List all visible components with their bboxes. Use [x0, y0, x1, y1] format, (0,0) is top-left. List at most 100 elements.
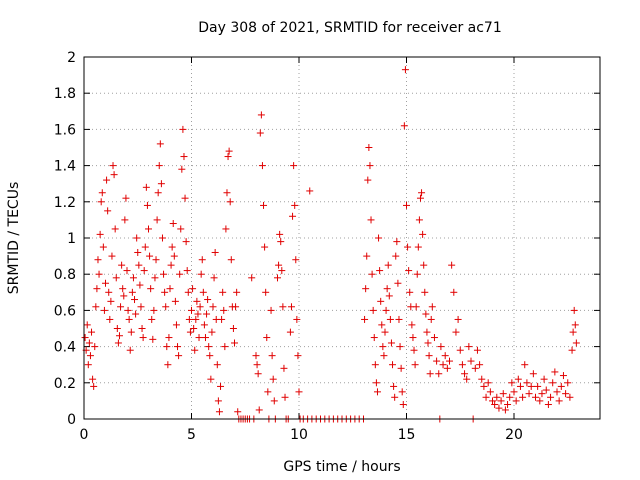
data-point — [117, 303, 125, 311]
data-point — [105, 288, 113, 296]
data-point — [160, 270, 168, 278]
data-point — [109, 162, 117, 170]
data-point — [257, 111, 265, 119]
data-point — [367, 216, 375, 224]
data-point — [135, 261, 143, 269]
data-point — [497, 397, 505, 405]
data-point — [171, 297, 179, 305]
data-point — [188, 306, 195, 314]
data-point — [168, 243, 176, 251]
data-point — [365, 144, 373, 151]
data-point — [381, 328, 389, 336]
y-tick-label: 1.8 — [54, 86, 76, 102]
data-point — [275, 261, 283, 269]
data-point — [409, 334, 417, 342]
data-point — [371, 361, 379, 369]
data-point — [233, 288, 241, 296]
data-point — [414, 243, 422, 251]
data-point — [185, 315, 193, 323]
data-point — [121, 216, 129, 224]
data-point — [179, 125, 187, 133]
data-point — [568, 346, 576, 354]
data-point — [362, 285, 370, 293]
data-point — [119, 285, 127, 293]
data-point — [136, 281, 144, 289]
data-point — [292, 256, 300, 264]
data-point — [96, 230, 104, 238]
data-point — [177, 225, 185, 233]
data-point — [439, 361, 447, 369]
data-point — [149, 335, 157, 343]
data-point — [161, 288, 169, 296]
data-point — [557, 382, 565, 390]
data-point — [456, 346, 464, 354]
data-point — [197, 270, 205, 278]
data-point — [506, 393, 514, 401]
data-point — [443, 364, 451, 372]
data-point — [377, 297, 385, 305]
data-point — [395, 315, 403, 323]
axis-ticks: 00.20.40.60.811.21.41.61.820 5 10 15 20 — [54, 50, 600, 443]
data-point — [547, 393, 555, 401]
data-point — [562, 390, 570, 398]
data-point — [423, 328, 431, 336]
data-point — [499, 390, 507, 398]
data-point — [269, 375, 277, 383]
data-point — [214, 397, 222, 405]
data-point — [113, 325, 121, 332]
data-point — [525, 390, 533, 398]
data-point — [104, 207, 112, 215]
data-point — [226, 198, 234, 206]
data-point — [274, 274, 281, 282]
chart-title: Day 308 of 2021, SRMTID for receiver ac7… — [198, 20, 502, 36]
data-point — [166, 285, 174, 293]
data-point — [448, 261, 456, 269]
data-point — [553, 388, 561, 396]
data-point — [97, 198, 105, 206]
data-point — [223, 189, 231, 197]
data-point — [107, 297, 115, 305]
y-tick-label: 1.2 — [54, 195, 76, 211]
data-point — [458, 361, 466, 369]
y-tick-label: 0.4 — [54, 340, 76, 356]
data-point — [478, 375, 486, 383]
y-tick-label: 0.6 — [54, 303, 76, 319]
data-point — [471, 364, 479, 372]
data-point — [148, 315, 156, 323]
x-axis-label: GPS time / hours — [283, 459, 400, 475]
data-point — [416, 194, 424, 202]
data-point — [190, 325, 198, 332]
data-point — [124, 306, 132, 314]
x-tick-label: 20 — [505, 427, 523, 443]
data-point — [268, 352, 276, 360]
data-point — [182, 238, 190, 246]
data-point — [422, 310, 430, 318]
data-point — [544, 401, 552, 409]
data-point — [435, 370, 443, 378]
data-point — [255, 406, 263, 414]
data-point — [92, 303, 100, 311]
plot-frame — [83, 56, 601, 420]
data-point — [213, 361, 221, 369]
data-points — [81, 66, 580, 423]
data-point — [215, 408, 223, 416]
data-point — [383, 285, 391, 293]
data-point — [486, 388, 494, 396]
data-point — [368, 270, 376, 278]
data-point — [183, 267, 191, 275]
data-point — [508, 379, 516, 387]
data-point — [225, 147, 233, 155]
data-point — [195, 334, 203, 342]
data-point — [278, 267, 286, 275]
data-point — [132, 310, 140, 318]
data-point — [169, 220, 177, 228]
data-point — [221, 343, 229, 351]
data-point — [380, 352, 388, 360]
y-tick-label: 1.6 — [54, 122, 76, 138]
x-tick-label: 5 — [187, 427, 196, 443]
data-point — [363, 252, 371, 260]
data-point — [93, 285, 101, 293]
data-point — [480, 382, 488, 390]
data-point — [176, 270, 184, 278]
data-point — [401, 66, 409, 74]
